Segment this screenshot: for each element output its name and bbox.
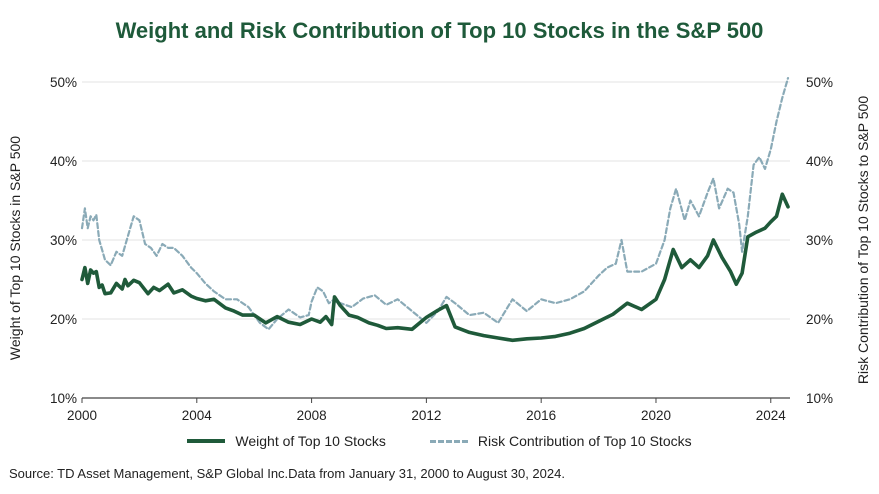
y-axis-right-ticks: 10% 20% 30% 40% 50% xyxy=(806,75,833,406)
y-tick-left-10: 10% xyxy=(50,391,77,406)
y-tick-right-40: 40% xyxy=(806,154,833,169)
legend-item-risk: Risk Contribution of Top 10 Stocks xyxy=(429,433,692,449)
source-note: Source: TD Asset Management, S&P Global … xyxy=(9,466,565,481)
x-tick-2016: 2016 xyxy=(526,408,556,423)
x-tick-2004: 2004 xyxy=(182,408,213,423)
series-line-weight xyxy=(80,192,790,343)
legend-label-weight: Weight of Top 10 Stocks xyxy=(235,433,386,449)
y-tick-left-20: 20% xyxy=(50,312,77,327)
y-tick-left-40: 40% xyxy=(50,154,77,169)
y-axis-left-ticks: 10% 20% 30% 40% 50% xyxy=(50,75,77,406)
x-axis-ticks: 2000 2004 2008 2012 2016 2020 2024 xyxy=(67,398,786,423)
y-tick-right-20: 20% xyxy=(806,312,833,327)
y-tick-left-50: 50% xyxy=(50,75,77,90)
y-tick-left-30: 30% xyxy=(50,233,77,248)
y-tick-right-10: 10% xyxy=(806,391,833,406)
series-line-risk xyxy=(80,76,790,331)
x-tick-2012: 2012 xyxy=(411,408,441,423)
x-tick-2000: 2000 xyxy=(67,408,97,423)
x-tick-2008: 2008 xyxy=(297,408,327,423)
grid-lines xyxy=(82,81,790,320)
x-tick-2024: 2024 xyxy=(756,408,787,423)
legend: Weight of Top 10 Stocks Risk Contributio… xyxy=(0,433,879,449)
y-axis-left-label: Weight of Top 10 Stocks in S&P 500 xyxy=(7,136,23,360)
chart-title: Weight and Risk Contribution of Top 10 S… xyxy=(115,18,764,43)
legend-label-risk: Risk Contribution of Top 10 Stocks xyxy=(477,433,692,449)
legend-swatch-risk xyxy=(429,439,468,443)
legend-swatch-weight xyxy=(187,439,226,443)
y-tick-right-50: 50% xyxy=(806,75,833,90)
x-tick-2020: 2020 xyxy=(641,408,671,423)
series-lines xyxy=(80,76,790,343)
y-tick-right-30: 30% xyxy=(806,233,833,248)
y-axis-right-label: Risk Contribution of Top 10 Stocks to S&… xyxy=(855,96,871,384)
legend-item-weight: Weight of Top 10 Stocks xyxy=(187,433,386,449)
